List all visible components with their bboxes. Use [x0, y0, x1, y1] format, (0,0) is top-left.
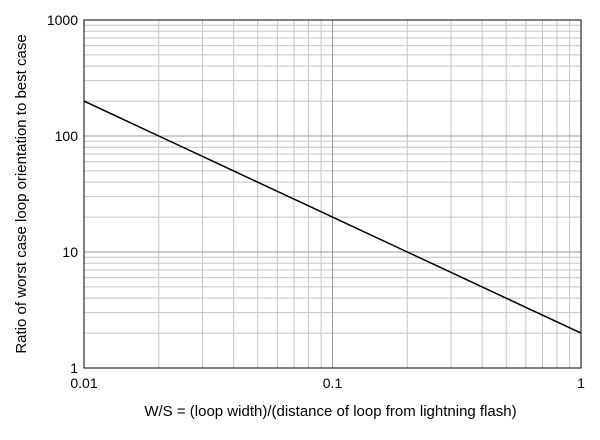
x-axis-label: W/S = (loop width)/(distance of loop fro… [144, 403, 516, 420]
series-line [83, 100, 582, 334]
x-tick-label: 0.01 [70, 375, 97, 391]
y-tick-label: 1000 [47, 12, 78, 28]
plot-area-frame [83, 19, 582, 369]
y-tick-label: 100 [55, 128, 79, 144]
y-tick-label: 10 [62, 244, 78, 260]
x-axis-tick-labels: 0.01 0.1 1 [70, 375, 585, 391]
y-axis-label: Ratio of worst case loop orientation to … [13, 34, 30, 353]
x-tick-label: 1 [577, 375, 585, 391]
x-tick-label: 0.1 [323, 375, 343, 391]
series-group [83, 100, 582, 334]
y-axis-tick-labels: 1 10 100 1000 [47, 12, 78, 376]
y-tick-label: 1 [70, 360, 78, 376]
